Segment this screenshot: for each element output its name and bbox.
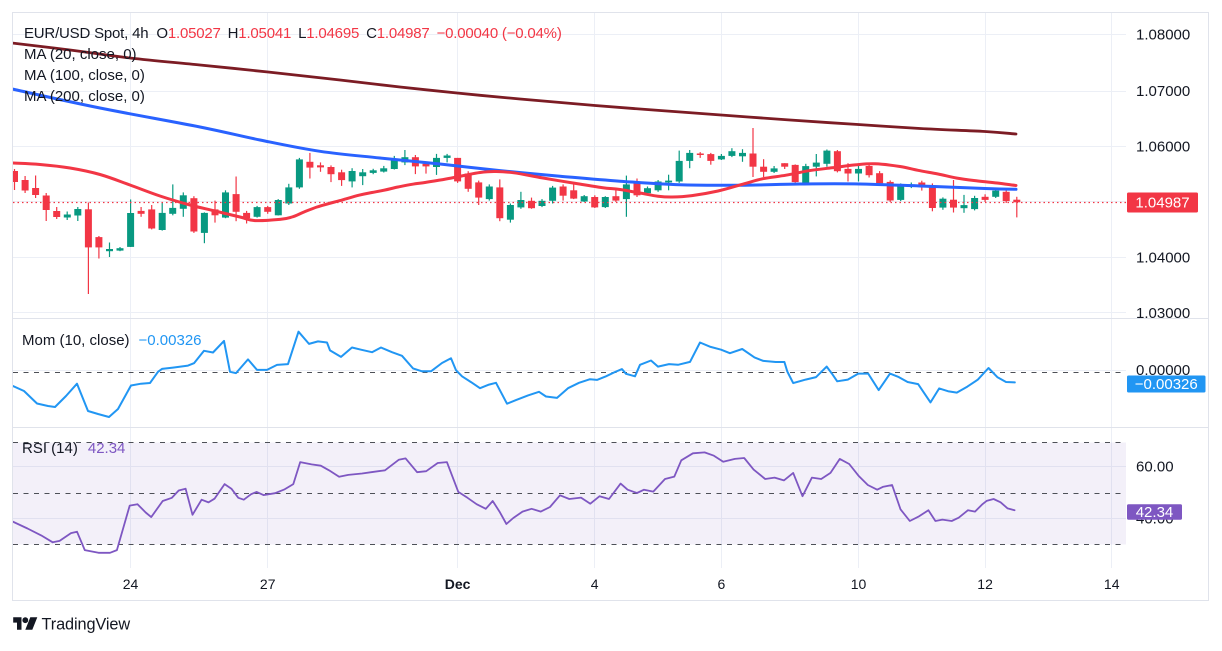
svg-text:6: 6 (718, 576, 726, 592)
svg-text:1.03000: 1.03000 (1136, 305, 1190, 322)
svg-text:Dec: Dec (445, 576, 471, 592)
svg-text:Mom (10, close)−0.00326: Mom (10, close) −0.00326 (22, 332, 202, 349)
svg-text:27: 27 (260, 576, 276, 592)
svg-text:1.07000: 1.07000 (1136, 83, 1190, 100)
svg-text:1.04000: 1.04000 (1136, 250, 1190, 267)
svg-text:1.04987: 1.04987 (1135, 195, 1189, 212)
svg-text:MA (20, close, 0): MA (20, close, 0) (24, 46, 137, 63)
svg-text:42.34: 42.34 (1136, 504, 1174, 521)
svg-text:RSI (14)42.34: RSI (14) 42.34 (22, 440, 125, 457)
svg-text:10: 10 (851, 576, 867, 592)
svg-text:4: 4 (591, 576, 599, 592)
svg-text:−0.00326: −0.00326 (1135, 376, 1198, 393)
svg-text:12: 12 (977, 576, 993, 592)
svg-text:60.00: 60.00 (1136, 459, 1174, 476)
svg-text:MA (100, close, 0): MA (100, close, 0) (24, 67, 145, 84)
svg-text:MA (200, close, 0): MA (200, close, 0) (24, 88, 145, 105)
svg-text:24: 24 (123, 576, 139, 592)
svg-text:TradingView: TradingView (42, 616, 131, 634)
svg-text:0.00000: 0.00000 (1136, 362, 1190, 379)
svg-text:1.06000: 1.06000 (1136, 138, 1190, 155)
svg-text:14: 14 (1104, 576, 1120, 592)
svg-text:1.08000: 1.08000 (1136, 27, 1190, 44)
